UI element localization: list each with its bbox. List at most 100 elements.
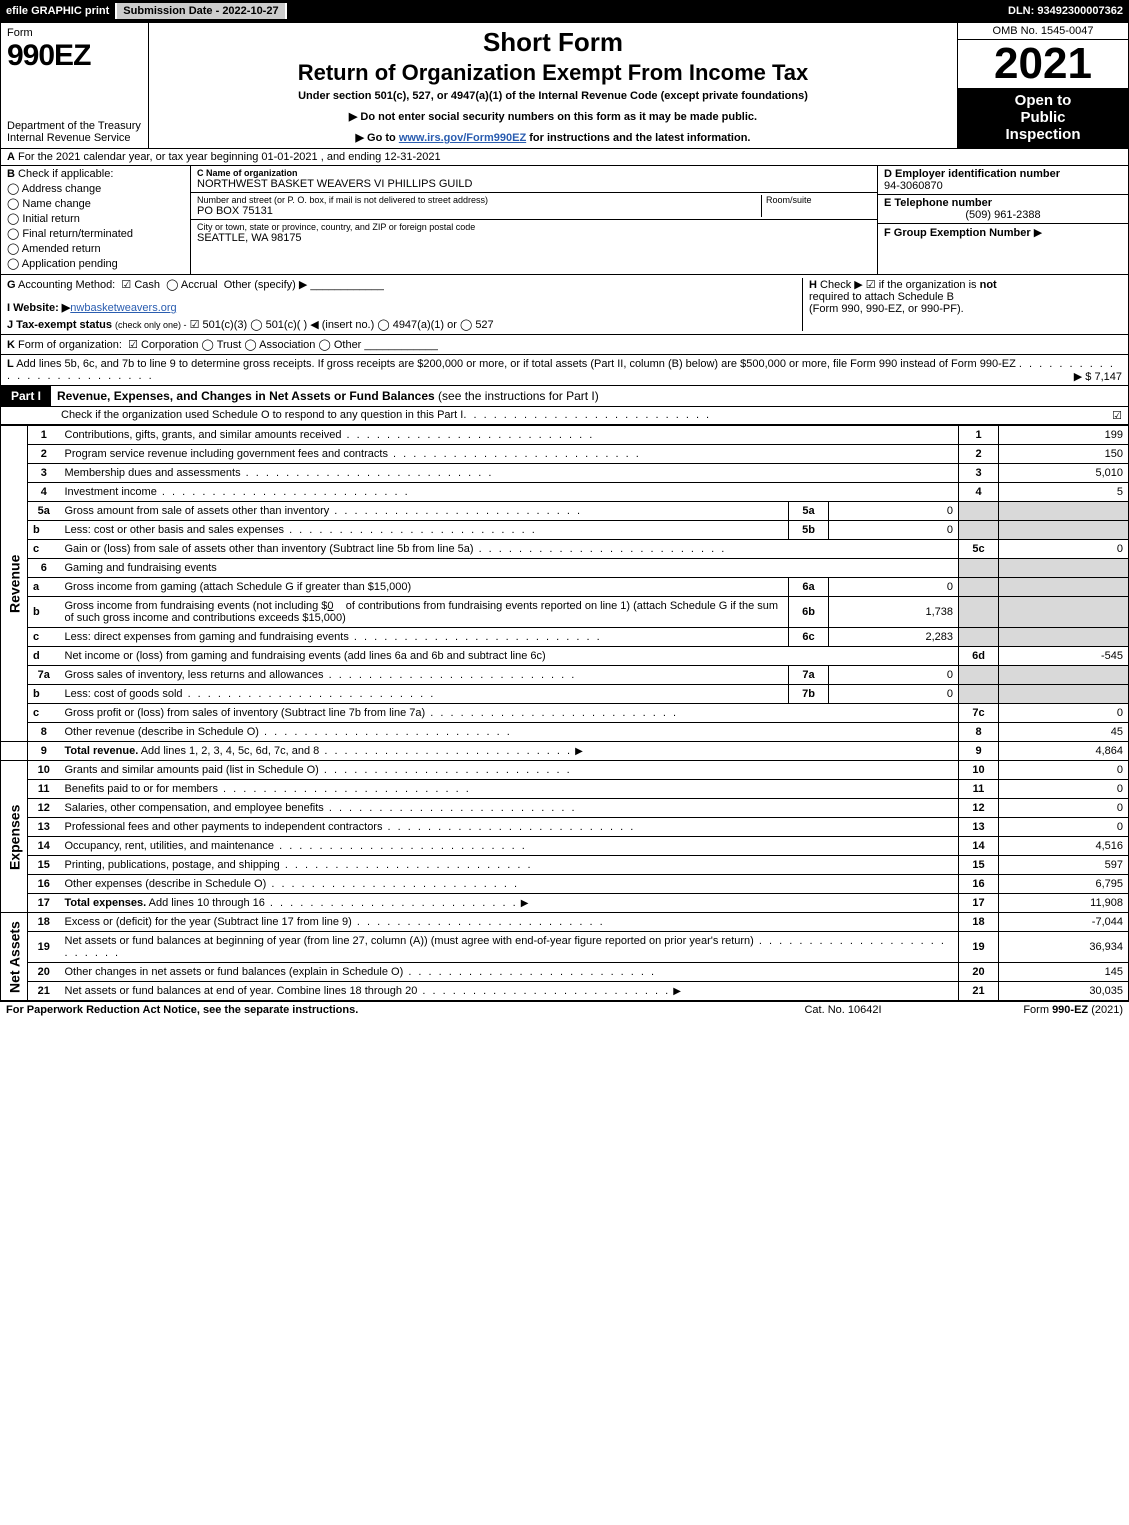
row-gh: G Accounting Method: ☑ Cash ◯ Accrual Ot… — [0, 275, 1129, 335]
part1-header: Part I Revenue, Expenses, and Changes in… — [0, 386, 1129, 407]
val-17: 11,908 — [999, 894, 1129, 913]
tel: (509) 961-2388 — [884, 209, 1122, 221]
val-20: 145 — [999, 963, 1129, 982]
open-public-inspection: Open to Public Inspection — [958, 88, 1128, 148]
row-a: A For the 2021 calendar year, or tax yea… — [0, 149, 1129, 166]
chk-initial-return[interactable]: ◯ Initial return — [7, 212, 184, 225]
val-15: 597 — [999, 856, 1129, 875]
val-16: 6,795 — [999, 875, 1129, 894]
val-6d: -545 — [999, 647, 1129, 666]
addr: PO BOX 75131 — [197, 205, 761, 217]
paperwork-notice: For Paperwork Reduction Act Notice, see … — [6, 1004, 743, 1016]
dept-irs: Internal Revenue Service — [7, 132, 142, 144]
dept-treasury: Department of the Treasury — [7, 120, 142, 132]
room-label: Room/suite — [766, 195, 871, 205]
sidelabel-revenue: Revenue — [1, 426, 28, 742]
val-14: 4,516 — [999, 837, 1129, 856]
part1-sub: Check if the organization used Schedule … — [0, 407, 1129, 425]
header-left: Form 990EZ Department of the Treasury In… — [1, 23, 149, 148]
chk-schedule-b[interactable]: ☑ — [866, 279, 876, 291]
tax-exempt-opts[interactable]: ☑ 501(c)(3) ◯ 501(c)( ) ◀ (insert no.) ◯… — [190, 319, 494, 331]
arrow-icon — [521, 897, 529, 909]
irs-link[interactable]: www.irs.gov/Form990EZ — [399, 132, 526, 144]
org-name: NORTHWEST BASKET WEAVERS VI PHILLIPS GUI… — [197, 178, 871, 190]
val-21: 30,035 — [999, 982, 1129, 1001]
short-form-title: Short Form — [157, 27, 949, 58]
form-header: Form 990EZ Department of the Treasury In… — [0, 22, 1129, 149]
val-8: 45 — [999, 723, 1129, 742]
part1-tab: Part I — [1, 386, 51, 406]
header-right: OMB No. 1545-0047 2021 Open to Public In… — [958, 23, 1128, 148]
form-org-opts[interactable]: ☑ Corporation ◯ Trust ◯ Association ◯ Ot… — [128, 339, 361, 351]
val-7a: 0 — [829, 666, 959, 685]
lines-table: Revenue 1 Contributions, gifts, grants, … — [0, 425, 1129, 1001]
efile-topbar: efile GRAPHIC print Submission Date - 20… — [0, 0, 1129, 22]
ssn-note: ▶ Do not enter social security numbers o… — [157, 110, 949, 123]
chk-cash[interactable]: ☑ — [121, 279, 131, 291]
chk-name-change[interactable]: ◯ Name change — [7, 197, 184, 210]
sidelabel-expenses: Expenses — [1, 761, 28, 913]
efile-print[interactable]: efile GRAPHIC print — [0, 3, 117, 19]
ein: 94-3060870 — [884, 180, 943, 192]
header-mid: Short Form Return of Organization Exempt… — [149, 23, 958, 148]
return-title: Return of Organization Exempt From Incom… — [157, 60, 949, 86]
group-exemption-label: F Group Exemption Number — [884, 227, 1031, 239]
col-c: C Name of organization NORTHWEST BASKET … — [191, 166, 878, 274]
col-d: D Employer identification number 94-3060… — [878, 166, 1128, 274]
col-b: B Check if applicable: ◯ Address change … — [1, 166, 191, 274]
val-7b: 0 — [829, 685, 959, 704]
row-k: K Form of organization: ☑ Corporation ◯ … — [0, 335, 1129, 355]
form-label: Form — [7, 27, 142, 39]
city-label: City or town, state or province, country… — [197, 222, 871, 232]
val-12: 0 — [999, 799, 1129, 818]
page-footer: For Paperwork Reduction Act Notice, see … — [0, 1001, 1129, 1018]
ein-label: D Employer identification number — [884, 168, 1060, 180]
val-5c: 0 — [999, 540, 1129, 559]
goto-note: ▶ Go to www.irs.gov/Form990EZ for instru… — [157, 131, 949, 144]
val-18: -7,044 — [999, 913, 1129, 932]
addr-label: Number and street (or P. O. box, if mail… — [197, 195, 761, 205]
arrow-icon — [673, 985, 681, 997]
form-ref: Form 990-EZ (2021) — [943, 1004, 1123, 1016]
submission-date: Submission Date - 2022-10-27 — [117, 3, 286, 19]
cat-no: Cat. No. 10642I — [743, 1004, 943, 1016]
city: SEATTLE, WA 98175 — [197, 232, 871, 244]
chk-application-pending[interactable]: ◯ Application pending — [7, 257, 184, 270]
val-5b: 0 — [829, 521, 959, 540]
val-6c: 2,283 — [829, 628, 959, 647]
tax-year: 2021 — [958, 40, 1128, 88]
under-section: Under section 501(c), 527, or 4947(a)(1)… — [157, 90, 949, 102]
val-9: 4,864 — [999, 742, 1129, 761]
val-3: 5,010 — [999, 464, 1129, 483]
arrow-icon — [575, 745, 583, 757]
h-box: H Check ▶ ☑ if the organization is not r… — [802, 278, 1122, 331]
tel-label: E Telephone number — [884, 197, 992, 209]
part1-title: Revenue, Expenses, and Changes in Net As… — [51, 386, 1128, 406]
val-7c: 0 — [999, 704, 1129, 723]
dln: DLN: 93492300007362 — [1002, 3, 1129, 19]
chk-address-change[interactable]: ◯ Address change — [7, 182, 184, 195]
val-5a: 0 — [829, 502, 959, 521]
val-10: 0 — [999, 761, 1129, 780]
sidelabel-net-assets: Net Assets — [1, 913, 28, 1001]
val-19: 36,934 — [999, 932, 1129, 963]
row-l: L Add lines 5b, 6c, and 7b to line 9 to … — [0, 355, 1129, 386]
val-1: 199 — [999, 426, 1129, 445]
val-11: 0 — [999, 780, 1129, 799]
val-13: 0 — [999, 818, 1129, 837]
chk-final-return[interactable]: ◯ Final return/terminated — [7, 227, 184, 240]
val-6a: 0 — [829, 578, 959, 597]
section-bcd: B Check if applicable: ◯ Address change … — [0, 166, 1129, 275]
arrow-icon: ▶ — [1034, 227, 1042, 239]
val-4: 5 — [999, 483, 1129, 502]
website-link[interactable]: nwbasketweavers.org — [70, 302, 176, 314]
org-name-label: C Name of organization — [197, 168, 871, 178]
val-2: 150 — [999, 445, 1129, 464]
form-number: 990EZ — [7, 39, 142, 73]
val-6b: 1,738 — [829, 597, 959, 628]
omb-no: OMB No. 1545-0047 — [958, 23, 1128, 40]
chk-accrual[interactable]: ◯ — [166, 279, 178, 291]
gross-receipts: ▶ $ 7,147 — [1074, 370, 1122, 383]
chk-schedule-o[interactable]: ☑ — [1112, 409, 1122, 422]
chk-amended-return[interactable]: ◯ Amended return — [7, 242, 184, 255]
